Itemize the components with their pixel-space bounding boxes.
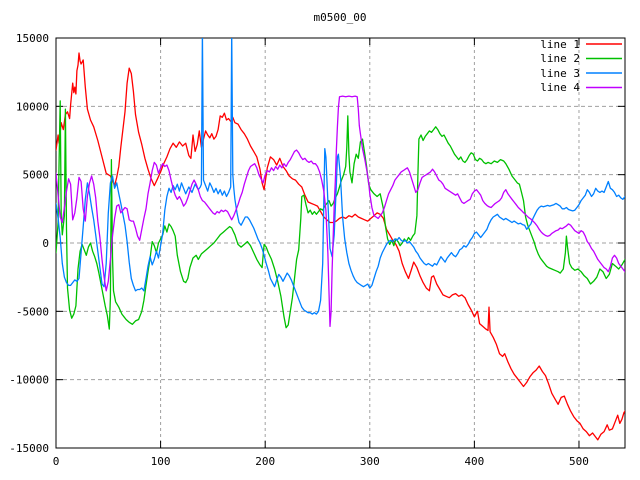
series-line-1 [56,52,625,441]
y-tick-label-15000: 15000 [16,32,49,45]
axis-layer: 0 100 200 300 400 500 -15000 -10000 -5000 0 5000 10… [9,32,626,468]
y-tick-label--10000: -10000 [9,374,49,387]
legend-label-3: line 3 [540,67,580,80]
legend-label-4: line 4 [540,81,580,94]
y-tick-label--15000: -15000 [9,442,49,455]
x-tick-label-400: 400 [464,455,484,468]
series-layer [56,38,625,441]
chart-title: m0500_00 [314,11,367,24]
y-tick-label-0: 0 [42,237,49,250]
x-tick-label-100: 100 [151,455,171,468]
series-line-2 [56,100,625,330]
x-tick-label-0: 0 [53,455,60,468]
y-tick-label--5000: -5000 [16,305,49,318]
y-tick-label-10000: 10000 [16,100,49,113]
grid-layer [56,38,625,448]
legend-label-2: line 2 [540,52,580,65]
series-line-3 [56,38,625,315]
x-tick-label-300: 300 [360,455,380,468]
series-line-4 [56,95,625,328]
legend-label-1: line 1 [540,38,580,51]
y-tick-label-5000: 5000 [23,169,50,182]
x-tick-label-200: 200 [255,455,275,468]
legend: line 1 line 2 line 3 line 4 [540,38,622,94]
x-tick-label-500: 500 [569,455,589,468]
